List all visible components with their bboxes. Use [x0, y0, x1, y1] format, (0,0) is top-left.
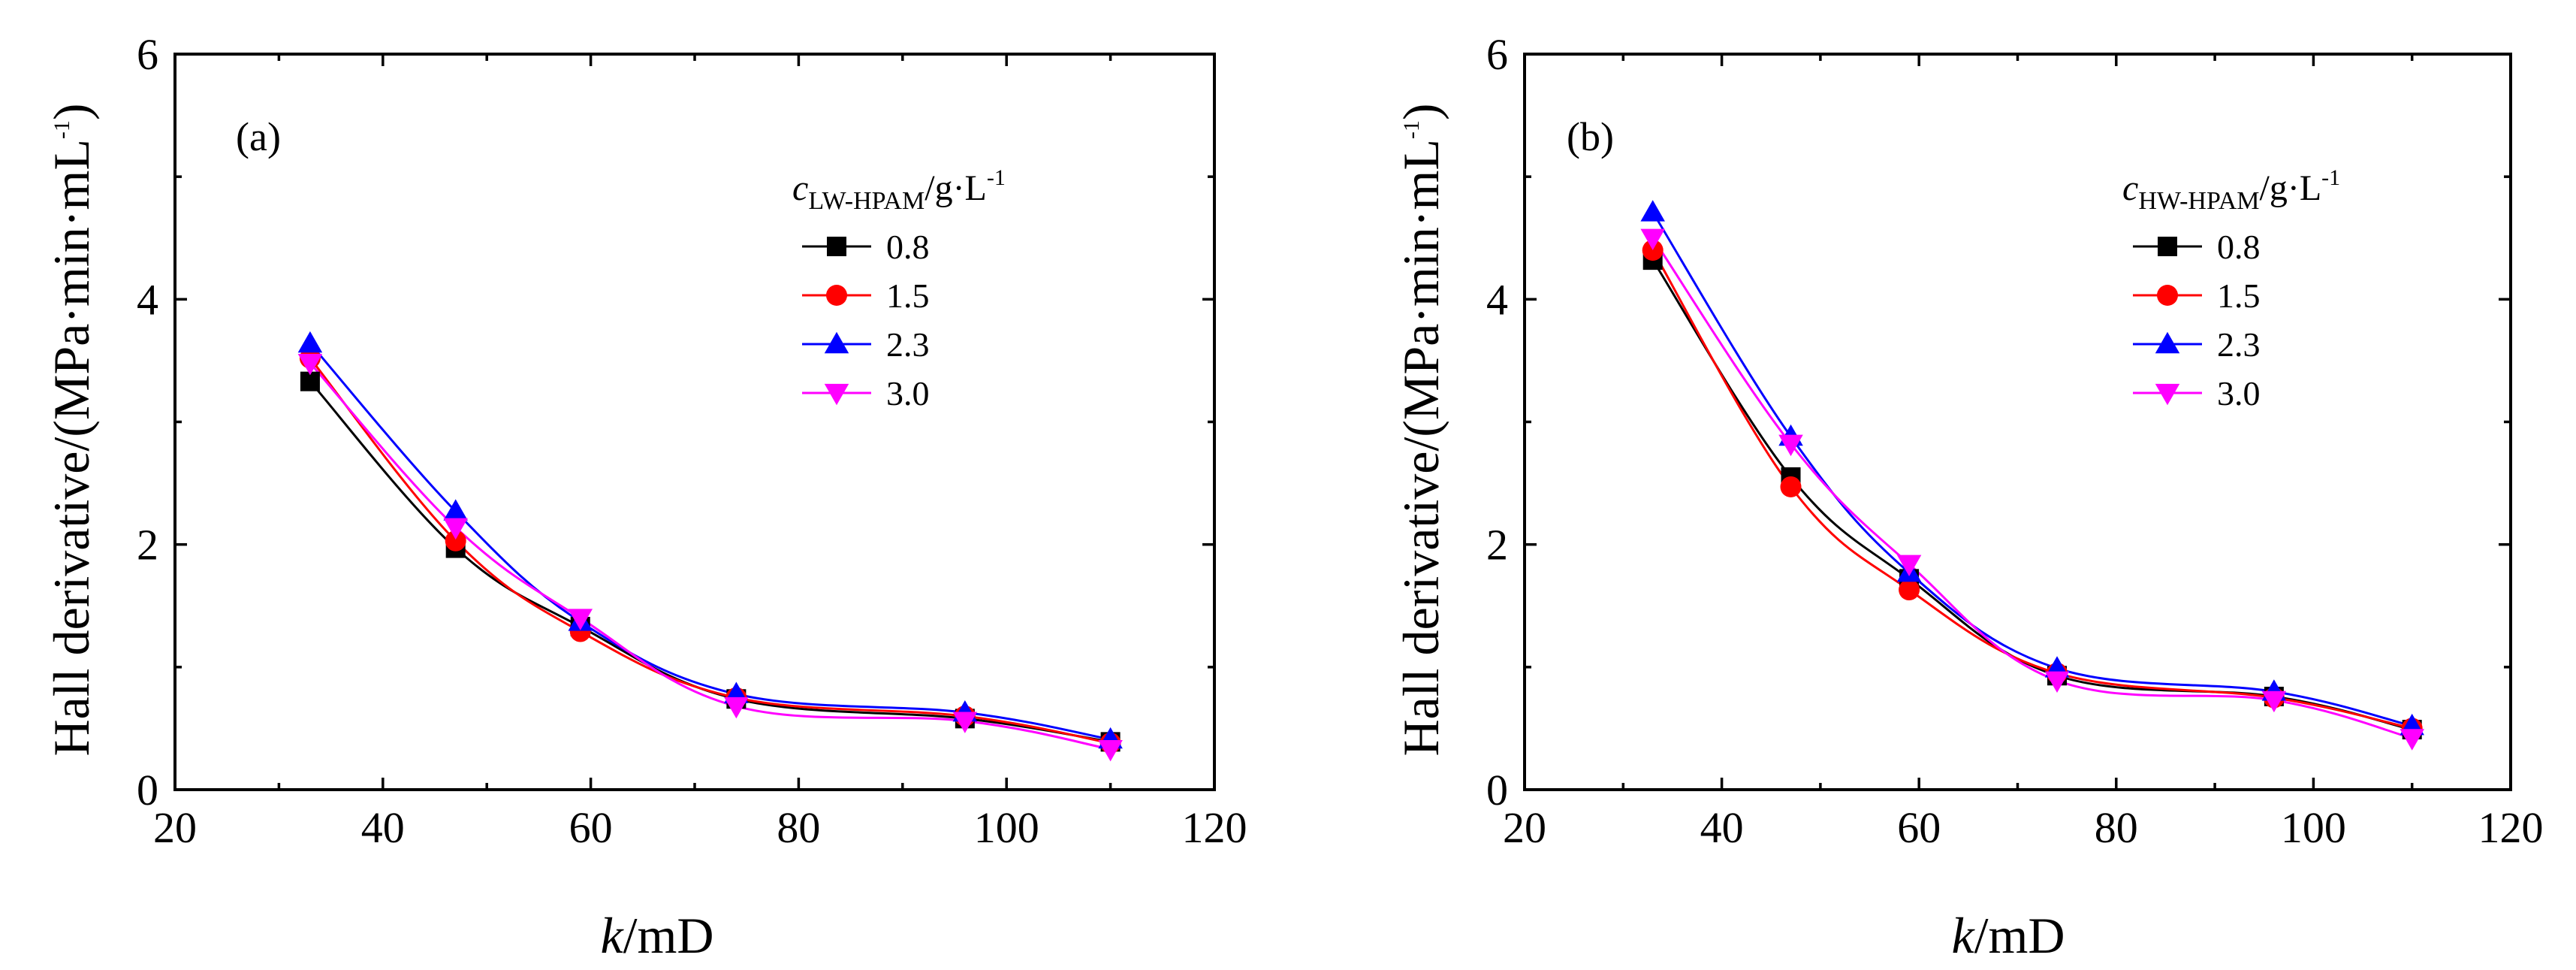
legend-marker [824, 331, 849, 354]
data-point-3.0 [568, 609, 593, 630]
panel-label: (a) [236, 114, 281, 159]
panel-label: (b) [1567, 114, 1614, 159]
legend-marker [2155, 331, 2180, 354]
legend-marker [2157, 285, 2178, 306]
data-point-1.5 [1899, 579, 1920, 601]
data-point-2.3 [1640, 200, 1665, 222]
data-point-3.0 [2261, 690, 2287, 713]
data-point-3.0 [297, 353, 323, 376]
x-tick-label: 80 [2095, 803, 2138, 852]
y-tick-label: 6 [137, 30, 158, 79]
legend-label: 3.0 [886, 374, 930, 412]
y-tick-label: 6 [1486, 30, 1508, 79]
x-tick-label: 80 [777, 803, 820, 852]
data-point-3.0 [443, 518, 468, 540]
x-tick-label: 120 [2478, 803, 2544, 852]
y-tick-label: 4 [137, 275, 158, 324]
x-tick-label: 60 [569, 803, 613, 852]
x-tick-label: 60 [1897, 803, 1941, 852]
x-tick-label: 100 [2281, 803, 2346, 852]
data-point-1.5 [445, 530, 466, 551]
legend-label: 3.0 [2217, 374, 2261, 412]
series-line-3.0 [1651, 237, 2413, 739]
data-point-3.0 [2044, 671, 2070, 694]
data-point-3.0 [1640, 228, 1665, 250]
series-line-1.5 [309, 357, 1111, 745]
data-point-3.0 [1778, 434, 1803, 457]
legend-title: cLW-HPAM/g·L-1 [792, 165, 1006, 215]
x-tick-label: 20 [153, 803, 197, 852]
data-point-1.5 [1642, 240, 1664, 261]
x-tick-label: 20 [1503, 803, 1546, 852]
y-axis-label: Hall derivative/(MPa·min·mL-1) [43, 103, 100, 756]
legend-marker [827, 237, 846, 256]
y-axis-label: Hall derivative/(MPa·min·mL-1) [1392, 103, 1449, 756]
y-tick-label: 2 [1486, 521, 1508, 570]
series-line-2.3 [309, 343, 1111, 741]
x-tick-label: 40 [361, 803, 405, 852]
y-tick-label: 4 [1486, 275, 1508, 324]
x-axis-label: k/mD [600, 907, 713, 964]
x-tick-label: 120 [1182, 803, 1247, 852]
legend-marker [2158, 237, 2177, 256]
series-line-2.3 [1651, 211, 2413, 727]
data-point-3.0 [952, 712, 978, 733]
plot-frame [173, 53, 1216, 791]
y-tick-label: 2 [137, 521, 158, 570]
y-tick-label: 0 [137, 766, 158, 814]
chart-panel-b: Hall derivative/(MPa·min·mL-1) (b) k/mD … [1392, 30, 2544, 964]
legend-label: 0.8 [886, 228, 930, 266]
legend-label: 2.3 [2217, 325, 2261, 364]
legend-label: 0.8 [2217, 228, 2261, 266]
x-axis-label: k/mD [1951, 907, 2065, 964]
data-point-3.0 [1896, 555, 1922, 577]
data-point-3.0 [2400, 729, 2424, 751]
data-point-2.3 [297, 331, 323, 353]
data-point-1.5 [1780, 476, 1802, 497]
x-tick-label: 100 [974, 803, 1039, 852]
legend-label: 2.3 [886, 325, 930, 364]
data-point-2.3 [443, 499, 468, 521]
data-point-3.0 [1098, 739, 1123, 762]
plot-frame [1523, 53, 2512, 791]
legend-label: 1.5 [2217, 276, 2261, 315]
x-tick-label: 40 [1700, 803, 1744, 852]
y-tick-label: 0 [1486, 766, 1508, 814]
data-point-3.0 [724, 697, 749, 719]
legend-marker [826, 285, 847, 306]
series-line-1.5 [1651, 249, 2413, 730]
chart-panel-a: Hall derivative/(MPa·min·mL-1) (a) k/mD … [43, 30, 1247, 964]
legend-marker [824, 383, 849, 406]
legend-marker [2155, 383, 2180, 406]
legend-label: 1.5 [886, 276, 930, 315]
legend-title: cHW-HPAM/g·L-1 [2122, 165, 2340, 215]
